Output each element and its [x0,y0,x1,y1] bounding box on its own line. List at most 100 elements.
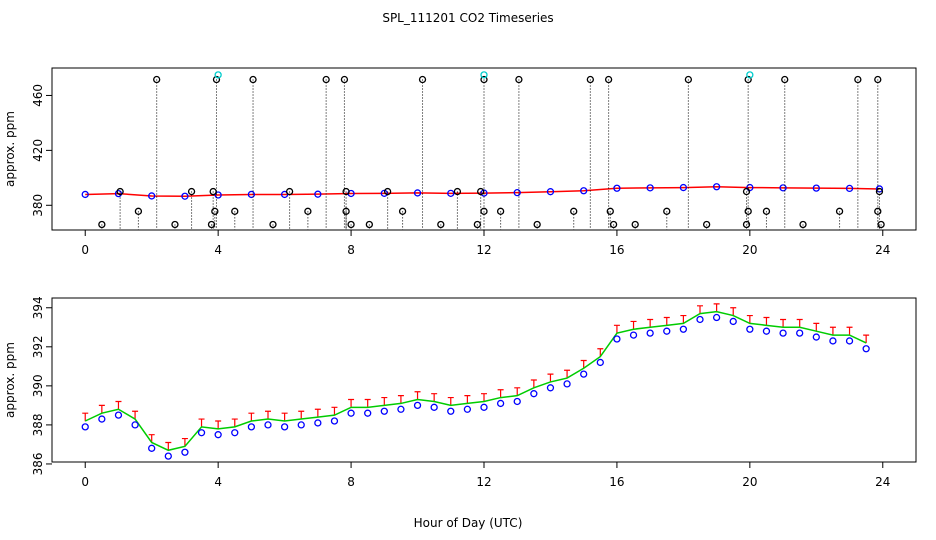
point [779,329,787,337]
point [398,207,407,215]
point [453,187,462,196]
upper-tick [697,305,703,314]
point [207,220,216,229]
point [437,220,445,229]
point [477,187,485,196]
point [231,207,239,215]
point [796,329,804,337]
point [679,325,688,333]
point [604,75,613,84]
point [171,220,179,229]
point [515,75,523,84]
point [702,220,711,229]
point [314,190,322,198]
point [480,75,488,84]
point [829,337,837,345]
point [447,189,455,197]
point [586,75,594,84]
point [473,220,482,229]
upper-tick [481,393,487,402]
upper-tick [796,318,803,328]
point [340,75,349,84]
point [580,187,588,195]
point [799,220,807,229]
point [812,184,820,192]
point [845,337,854,345]
point [613,335,621,343]
point [413,189,422,197]
point [546,384,555,392]
x-tick-label: 20 [742,243,757,257]
point [779,184,787,192]
point [211,207,219,215]
point [304,207,312,215]
point [181,192,189,200]
point [418,75,427,84]
upper-tick [514,387,521,396]
point [762,327,771,335]
point [297,421,305,429]
point [874,75,882,84]
upper-tick [846,326,853,336]
upper-tick [780,318,787,328]
point [181,448,189,456]
point [480,207,488,215]
point [134,207,143,215]
upper-tick [397,395,404,404]
x-tick-label: 16 [609,243,624,257]
point [342,207,350,215]
upper-tick [364,398,371,408]
plot-frame [51,297,917,463]
x-tick-label: 8 [347,475,355,489]
point [380,407,388,415]
upper-tick [314,408,321,418]
x-tick-label: 12 [476,243,491,257]
point [209,187,217,196]
point [347,220,355,229]
upper-tick [813,322,820,332]
point [513,189,521,197]
point [214,71,222,79]
y-tick-label: 392 [31,335,45,358]
point [684,75,693,84]
point [744,75,752,84]
x-tick-label: 20 [742,475,757,489]
upper-tick [713,303,720,312]
point [606,207,614,215]
point [131,421,139,429]
point [322,75,330,84]
point [812,333,820,341]
x-tick-label: 0 [81,475,89,489]
point [148,192,156,200]
point [383,187,392,196]
y-tick-label: 380 [31,194,45,217]
x-axis-label: Hour of Day (UTC) [414,516,523,530]
point [197,429,206,437]
x-tick-label: 4 [214,475,222,489]
x-tick-label: 24 [875,243,890,257]
upper-tick [746,314,753,324]
upper-tick [215,420,222,429]
point [712,313,721,322]
point [98,415,106,423]
point [696,315,704,324]
x-tick-label: 16 [609,475,624,489]
point [114,189,123,198]
point [862,345,870,353]
point [835,207,844,215]
point [854,75,862,84]
point [629,331,638,339]
point [247,190,256,199]
upper-tick [730,307,737,316]
point [742,220,751,229]
point [746,71,754,79]
upper-tick [132,410,139,420]
upper-tick [613,324,620,334]
point [247,423,256,431]
point [480,71,488,79]
point [430,403,438,411]
x-tick-label: 4 [214,243,222,257]
point [609,220,618,229]
point [81,423,89,431]
upper-tick [447,396,454,406]
